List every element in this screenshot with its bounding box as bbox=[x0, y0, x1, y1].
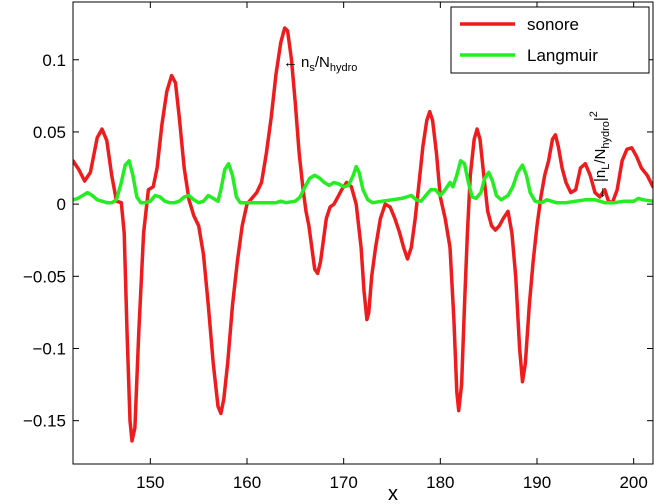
annotation-sonore-mid: /N bbox=[315, 54, 330, 71]
x-tick-label: 170 bbox=[329, 473, 357, 492]
y-tick-label: 0.05 bbox=[33, 123, 66, 142]
annotation-sonore-sub1: s bbox=[309, 62, 315, 74]
legend-label-langmuir: Langmuir bbox=[527, 46, 598, 65]
legend-box bbox=[450, 6, 650, 74]
ticks-layer: 150 160 170 180 190 200 −0.15 −0.1 −0.05 0 0.05 0.1 bbox=[23, 2, 653, 492]
annotation-sonore-base: n bbox=[301, 54, 309, 71]
series-layer bbox=[73, 26, 653, 443]
x-tick-label: 190 bbox=[523, 473, 551, 492]
annotation-sonore-sub2: hydro bbox=[330, 62, 358, 74]
annotation-langmuir-base: |n bbox=[592, 170, 609, 182]
y-tick-label: −0.05 bbox=[23, 267, 66, 286]
annotation-langmuir-sup: 2 bbox=[588, 111, 600, 117]
annotation-langmuir-tail: | bbox=[592, 117, 609, 121]
series-line-langmuir bbox=[73, 159, 653, 205]
annotation-sonore: ← ns/Nhydro bbox=[283, 54, 357, 74]
annotation-langmuir-mid: /N bbox=[592, 149, 609, 164]
y-tick-label: −0.15 bbox=[23, 412, 66, 431]
series-line-sonore bbox=[73, 26, 653, 443]
annotation-langmuir: ← |nL/Nhydro|2 bbox=[588, 111, 612, 200]
annotation-langmuir-sub1: L bbox=[600, 164, 612, 170]
annotation-langmuir-arrow: ← bbox=[592, 185, 609, 200]
legend-label-sonore: sonore bbox=[527, 15, 579, 34]
y-tick-label: −0.1 bbox=[32, 340, 66, 359]
plot-frame bbox=[72, 1, 654, 465]
x-tick-label: 180 bbox=[426, 473, 454, 492]
x-axis-label: x bbox=[388, 483, 398, 504]
y-tick-label: 0.1 bbox=[42, 51, 66, 70]
x-tick-label: 150 bbox=[136, 473, 164, 492]
legend: sonore Langmuir bbox=[450, 6, 650, 74]
y-tick-label: 0 bbox=[57, 195, 66, 214]
x-tick-label: 160 bbox=[233, 473, 261, 492]
annotation-langmuir-sub2: hydro bbox=[600, 121, 612, 149]
annotation-sonore-arrow: ← bbox=[283, 54, 298, 71]
x-tick-label: 200 bbox=[619, 473, 647, 492]
